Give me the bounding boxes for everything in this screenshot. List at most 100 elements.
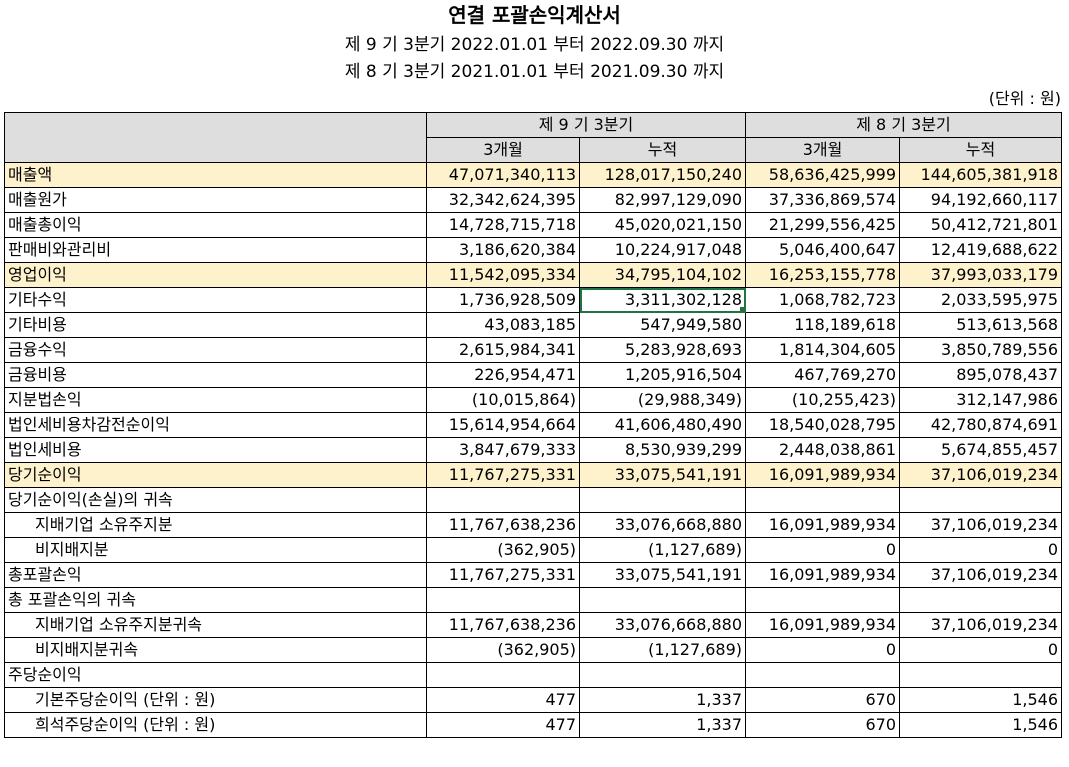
value-cell[interactable]	[426, 662, 580, 688]
value-cell[interactable]: 0	[899, 537, 1062, 563]
row-label-cell[interactable]: 매출원가	[4, 187, 427, 213]
value-cell[interactable]	[745, 487, 900, 513]
value-cell[interactable]	[899, 662, 1062, 688]
header-group-current[interactable]: 제 9 기 3분기	[426, 112, 746, 138]
value-cell[interactable]: 5,046,400,647	[745, 237, 900, 263]
value-cell[interactable]: (10,255,423)	[745, 387, 900, 413]
value-cell[interactable]: 12,419,688,622	[899, 237, 1062, 263]
value-cell[interactable]: 16,091,989,934	[745, 562, 900, 588]
row-label-cell[interactable]: 당기순이익	[4, 462, 427, 488]
header-blank-cell[interactable]	[4, 112, 427, 163]
header-sub-cell[interactable]: 3개월	[745, 137, 900, 163]
row-label-cell[interactable]: 금융수익	[4, 337, 427, 363]
value-cell[interactable]: 2,615,984,341	[426, 337, 580, 363]
row-label-cell[interactable]: 판매비와관리비	[4, 237, 427, 263]
value-cell[interactable]: 11,767,638,236	[426, 612, 580, 638]
value-cell[interactable]	[745, 662, 900, 688]
value-cell[interactable]: 3,186,620,384	[426, 237, 580, 263]
value-cell[interactable]: 0	[899, 637, 1062, 663]
value-cell[interactable]: 37,106,019,234	[899, 512, 1062, 538]
value-cell[interactable]	[579, 487, 746, 513]
row-label-cell[interactable]: 당기순이익(손실)의 귀속	[4, 487, 427, 513]
value-cell[interactable]: 34,795,104,102	[579, 262, 746, 288]
value-cell[interactable]: 33,075,541,191	[579, 562, 746, 588]
value-cell[interactable]: 50,412,721,801	[899, 212, 1062, 238]
value-cell[interactable]: 477	[426, 687, 580, 713]
value-cell[interactable]: 670	[745, 712, 900, 738]
value-cell[interactable]: 3,850,789,556	[899, 337, 1062, 363]
row-label-cell[interactable]: 총 포괄손익의 귀속	[4, 587, 427, 613]
row-label-cell[interactable]: 영업이익	[4, 262, 427, 288]
value-cell[interactable]: (10,015,864)	[426, 387, 580, 413]
row-label-cell[interactable]: 지분법손익	[4, 387, 427, 413]
value-cell[interactable]: 1,337	[579, 687, 746, 713]
value-cell[interactable]: 32,342,624,395	[426, 187, 580, 213]
value-cell[interactable]: 37,106,019,234	[899, 612, 1062, 638]
row-label-cell[interactable]: 기타비용	[4, 312, 427, 338]
value-cell[interactable]: 33,076,668,880	[579, 612, 746, 638]
value-cell[interactable]: 128,017,150,240	[579, 162, 746, 188]
row-label-cell[interactable]: 희석주당순이익 (단위 : 원)	[4, 712, 427, 738]
value-cell[interactable]: 16,091,989,934	[745, 512, 900, 538]
value-cell[interactable]: (362,905)	[426, 537, 580, 563]
value-cell[interactable]: 226,954,471	[426, 362, 580, 388]
value-cell[interactable]: 16,091,989,934	[745, 612, 900, 638]
row-label-cell[interactable]: 매출총이익	[4, 212, 427, 238]
value-cell[interactable]: 45,020,021,150	[579, 212, 746, 238]
header-sub-cell[interactable]: 누적	[579, 137, 746, 163]
value-cell[interactable]: 1,546	[899, 687, 1062, 713]
row-label-cell[interactable]: 비지배지분	[4, 537, 427, 563]
value-cell[interactable]: 11,767,638,236	[426, 512, 580, 538]
fill-handle[interactable]	[740, 307, 745, 312]
header-sub-cell[interactable]: 누적	[899, 137, 1062, 163]
value-cell[interactable]: 1,068,782,723	[745, 287, 900, 313]
value-cell[interactable]: (1,127,689)	[579, 637, 746, 663]
value-cell[interactable]	[745, 587, 900, 613]
value-cell[interactable]: 8,530,939,299	[579, 437, 746, 463]
value-cell[interactable]	[426, 587, 580, 613]
row-label-cell[interactable]: 법인세비용	[4, 437, 427, 463]
value-cell[interactable]: (29,988,349)	[579, 387, 746, 413]
value-cell[interactable]: 0	[745, 537, 900, 563]
value-cell[interactable]: 11,767,275,331	[426, 462, 580, 488]
value-cell[interactable]	[579, 662, 746, 688]
value-cell[interactable]: 58,636,425,999	[745, 162, 900, 188]
value-cell[interactable]: 42,780,874,691	[899, 412, 1062, 438]
row-label-cell[interactable]: 기타수익	[4, 287, 427, 313]
value-cell[interactable]: 21,299,556,425	[745, 212, 900, 238]
row-label-cell[interactable]: 법인세비용차감전순이익	[4, 412, 427, 438]
row-label-cell[interactable]: 지배기업 소유주지분	[4, 512, 427, 538]
value-cell[interactable]: 43,083,185	[426, 312, 580, 338]
value-cell[interactable]: 513,613,568	[899, 312, 1062, 338]
value-cell[interactable]: 5,674,855,457	[899, 437, 1062, 463]
row-label-cell[interactable]: 금융비용	[4, 362, 427, 388]
value-cell[interactable]: 2,033,595,975	[899, 287, 1062, 313]
value-cell[interactable]: (1,127,689)	[579, 537, 746, 563]
value-cell[interactable]: 37,336,869,574	[745, 187, 900, 213]
value-cell[interactable]: 14,728,715,718	[426, 212, 580, 238]
value-cell[interactable]: 16,091,989,934	[745, 462, 900, 488]
value-cell[interactable]: 15,614,954,664	[426, 412, 580, 438]
header-group-prior[interactable]: 제 8 기 3분기	[745, 112, 1062, 138]
value-cell[interactable]: 10,224,917,048	[579, 237, 746, 263]
value-cell[interactable]: 37,106,019,234	[899, 562, 1062, 588]
value-cell[interactable]: 16,253,155,778	[745, 262, 900, 288]
header-sub-cell[interactable]: 3개월	[426, 137, 580, 163]
value-cell[interactable]: 82,997,129,090	[579, 187, 746, 213]
value-cell[interactable]: 1,546	[899, 712, 1062, 738]
value-cell[interactable]: 37,106,019,234	[899, 462, 1062, 488]
row-label-cell[interactable]: 총포괄손익	[4, 562, 427, 588]
value-cell[interactable]: 94,192,660,117	[899, 187, 1062, 213]
value-cell[interactable]: 467,769,270	[745, 362, 900, 388]
row-label-cell[interactable]: 매출액	[4, 162, 427, 188]
value-cell[interactable]: 5,283,928,693	[579, 337, 746, 363]
value-cell[interactable]	[899, 487, 1062, 513]
value-cell[interactable]: 1,205,916,504	[579, 362, 746, 388]
row-label-cell[interactable]: 비지배지분귀속	[4, 637, 427, 663]
value-cell[interactable]: 670	[745, 687, 900, 713]
value-cell[interactable]: 3,847,679,333	[426, 437, 580, 463]
row-label-cell[interactable]: 주당순이익	[4, 662, 427, 688]
value-cell[interactable]: 41,606,480,490	[579, 412, 746, 438]
value-cell[interactable]: 118,189,618	[745, 312, 900, 338]
value-cell[interactable]: 477	[426, 712, 580, 738]
